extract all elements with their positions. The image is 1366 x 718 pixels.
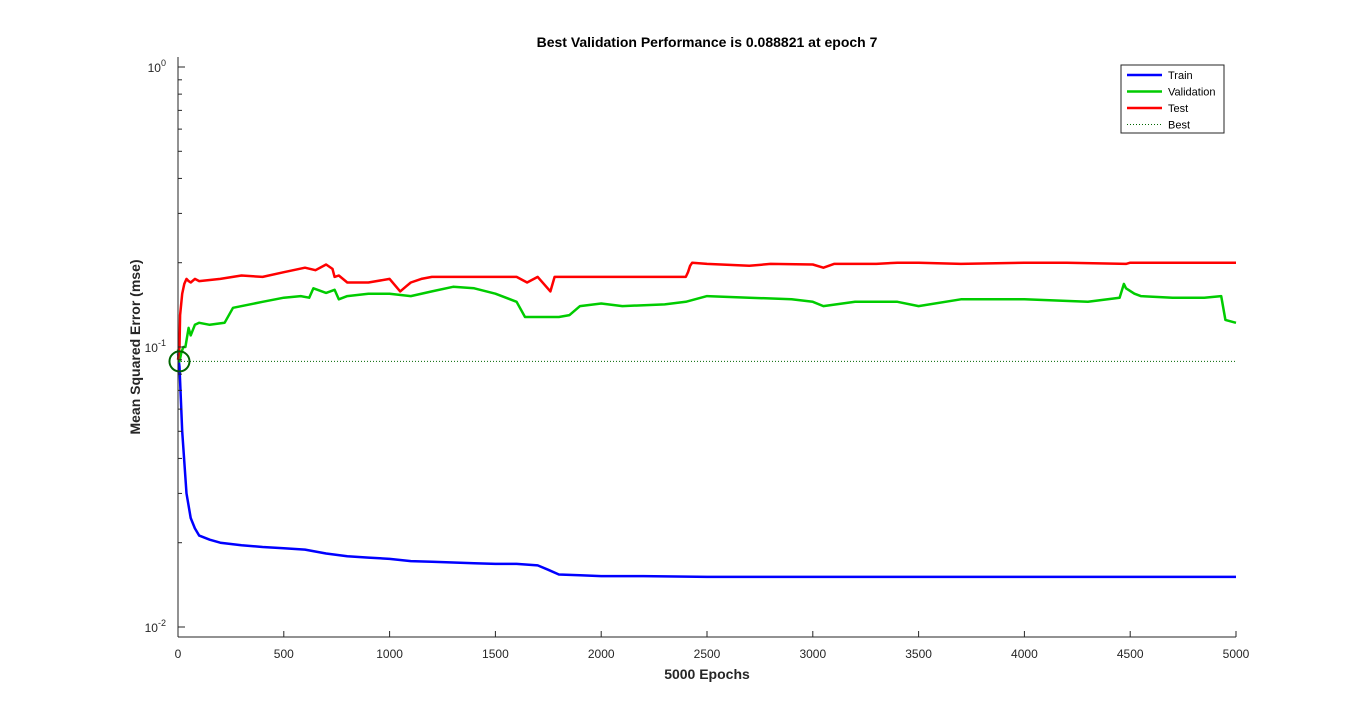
plot-area	[178, 57, 1236, 637]
y-tick-base: 10	[145, 341, 159, 355]
x-tick-label: 1000	[376, 647, 403, 661]
y-tick-label: 10-2	[145, 618, 166, 635]
x-tick-label: 0	[175, 647, 182, 661]
y-tick-base: 10	[145, 621, 159, 635]
x-tick-label: 2500	[694, 647, 721, 661]
x-tick-label: 500	[274, 647, 294, 661]
y-tick-exponent: 0	[161, 58, 166, 68]
best-epoch-marker	[168, 350, 191, 373]
y-tick-label: 10-1	[145, 338, 166, 355]
legend-items: Train Validation Test Best	[1127, 70, 1216, 132]
series-line-train	[176, 353, 1236, 579]
x-tick-label: 3000	[799, 647, 826, 661]
series-layer	[176, 261, 1237, 579]
x-tick-label: 2000	[588, 647, 615, 661]
legend-label-test: Test	[1168, 103, 1188, 115]
marker-layer	[168, 350, 191, 373]
x-ticks: 0 500 1000 1500 2000 2500 3000 3500 4000 4500 5000	[175, 631, 1250, 661]
y-tick-exponent: -2	[158, 618, 166, 628]
x-axis-label: 5000 Epochs	[664, 666, 750, 682]
y-tick-label: 100	[148, 58, 166, 75]
y-tick-base: 10	[148, 61, 162, 75]
legend: Train Validation Test Best	[1120, 64, 1225, 134]
x-tick-label: 3500	[905, 647, 932, 661]
series-line-validation	[176, 282, 1237, 363]
x-tick-label: 4500	[1117, 647, 1144, 661]
legend-label-validation: Validation	[1168, 87, 1216, 99]
y-axis-label: Mean Squared Error (mse)	[127, 259, 143, 434]
x-tick-label: 4000	[1011, 647, 1038, 661]
chart-title: Best Validation Performance is 0.088821 …	[537, 34, 878, 50]
x-tick-label: 5000	[1223, 647, 1250, 661]
legend-label-best: Best	[1168, 120, 1190, 132]
y-tick-exponent: -1	[158, 338, 166, 348]
series-line-test	[176, 261, 1236, 360]
legend-label-train: Train	[1168, 70, 1193, 82]
legend-box	[1120, 64, 1225, 134]
x-tick-label: 1500	[482, 647, 509, 661]
